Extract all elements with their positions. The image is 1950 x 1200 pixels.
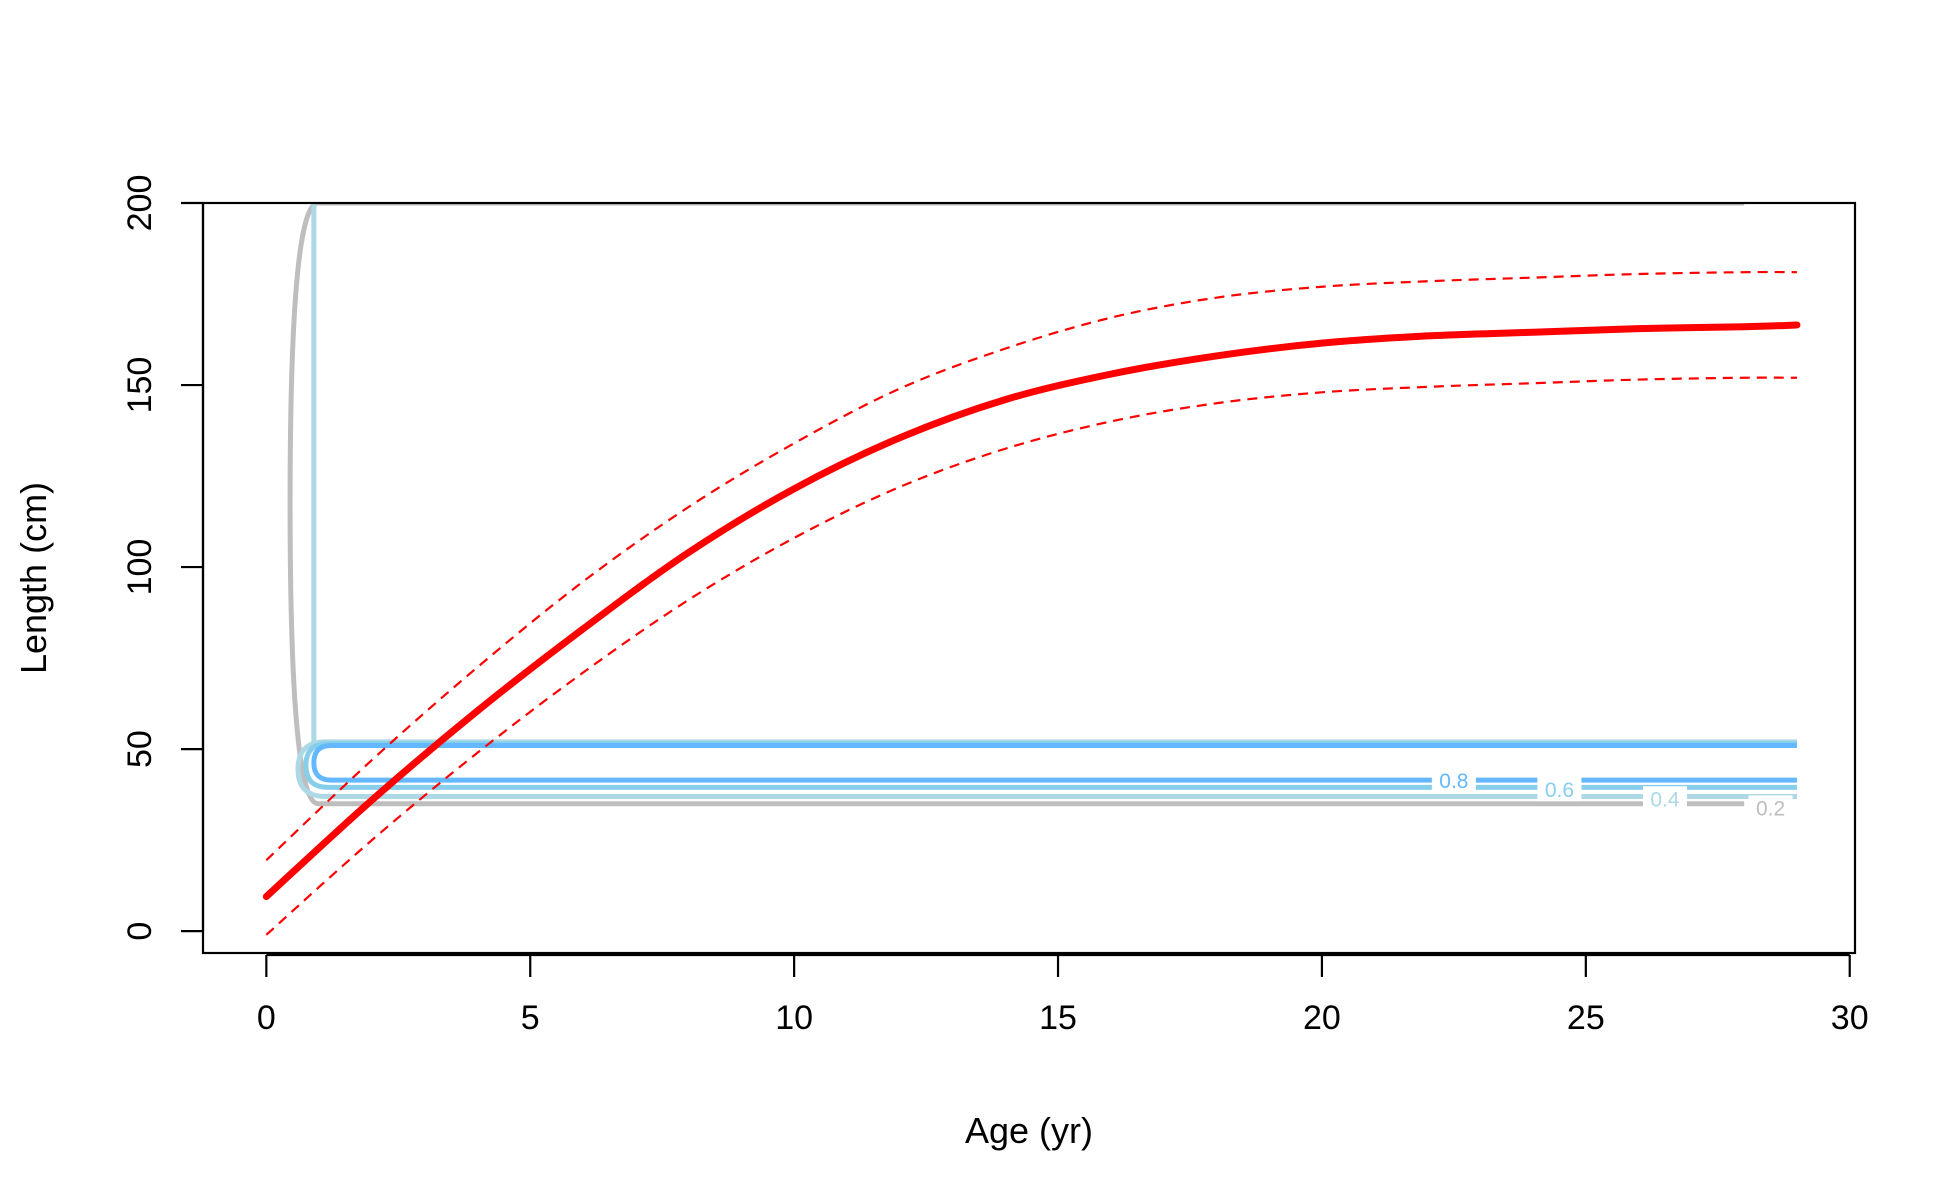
contour-label-0-4: 0.4 [1650,788,1680,811]
x-tick-label: 5 [521,999,540,1037]
contour-line-0-6 [303,741,1797,790]
x-tick-label: 25 [1567,999,1605,1037]
contour-labels: 0.2 0.4 0.6 0.8 [1431,768,1793,820]
series-mean [262,321,1801,901]
contour-label-0-2: 0.2 [1756,797,1785,820]
contour-label-gap [1748,795,1793,820]
x-tick-label: 0 [257,999,276,1037]
contour-label-0-6: 0.6 [1545,779,1574,802]
x-axis: 0 5 10 15 20 25 30 [257,953,1869,1037]
contour-label-gap [1537,777,1582,802]
y-tick-label: 100 [121,539,159,596]
contour-label-gap [1642,786,1687,811]
contour-line-0-2 [287,203,1745,807]
y-tick-label: 50 [121,730,159,768]
y-tick-label: 200 [121,175,159,232]
plot-frame [201,201,1857,955]
x-axis-title: Age (yr) [965,1110,1093,1151]
contour-label-gap [1431,768,1476,793]
y-tick-label: 0 [121,922,159,941]
contour-label-0-8: 0.8 [1439,770,1468,793]
x-tick-label: 15 [1039,999,1077,1037]
y-axis-title: Length (cm) [13,482,54,674]
contour-line-0-8 [311,742,1797,783]
plot-area [262,203,1801,936]
x-tick-label: 30 [1831,999,1869,1037]
contour-line-0-4 [295,739,1797,799]
x-tick-label: 10 [775,999,813,1037]
x-tick-label: 20 [1303,999,1341,1037]
y-tick-label: 150 [121,357,159,414]
series-lower-interval [265,376,1797,936]
